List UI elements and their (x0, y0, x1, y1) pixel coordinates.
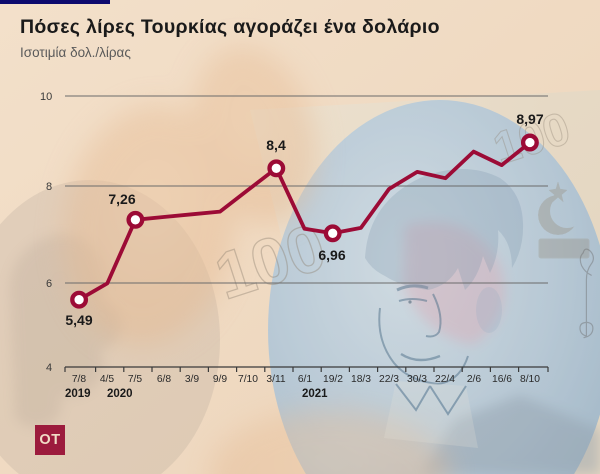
svg-text:6/8: 6/8 (157, 374, 172, 385)
svg-text:9/9: 9/9 (213, 374, 228, 385)
svg-text:2020: 2020 (107, 388, 133, 400)
svg-text:30/3: 30/3 (407, 374, 427, 385)
svg-text:4: 4 (46, 362, 52, 374)
svg-text:10: 10 (40, 91, 52, 103)
svg-text:7/5: 7/5 (128, 374, 143, 385)
svg-text:16/6: 16/6 (492, 374, 512, 385)
svg-text:7/8: 7/8 (72, 374, 87, 385)
svg-text:2/6: 2/6 (467, 374, 482, 385)
svg-text:3/9: 3/9 (185, 374, 200, 385)
svg-text:22/4: 22/4 (435, 374, 455, 385)
svg-text:7,26: 7,26 (108, 191, 135, 207)
svg-text:18/3: 18/3 (351, 374, 371, 385)
svg-text:8: 8 (46, 181, 52, 193)
svg-text:8/10: 8/10 (520, 374, 540, 385)
svg-text:5,49: 5,49 (65, 312, 92, 328)
svg-text:8,4: 8,4 (266, 137, 286, 153)
svg-text:6/1: 6/1 (298, 374, 313, 385)
svg-text:2021: 2021 (302, 388, 328, 400)
svg-text:7/10: 7/10 (238, 374, 258, 385)
svg-text:2019: 2019 (65, 388, 91, 400)
svg-text:6: 6 (46, 278, 52, 290)
svg-text:6,96: 6,96 (318, 247, 345, 263)
svg-text:4/5: 4/5 (100, 374, 115, 385)
svg-text:19/2: 19/2 (323, 374, 343, 385)
svg-text:3/11: 3/11 (266, 374, 286, 385)
svg-text:8,97: 8,97 (516, 111, 543, 127)
svg-text:22/3: 22/3 (379, 374, 399, 385)
